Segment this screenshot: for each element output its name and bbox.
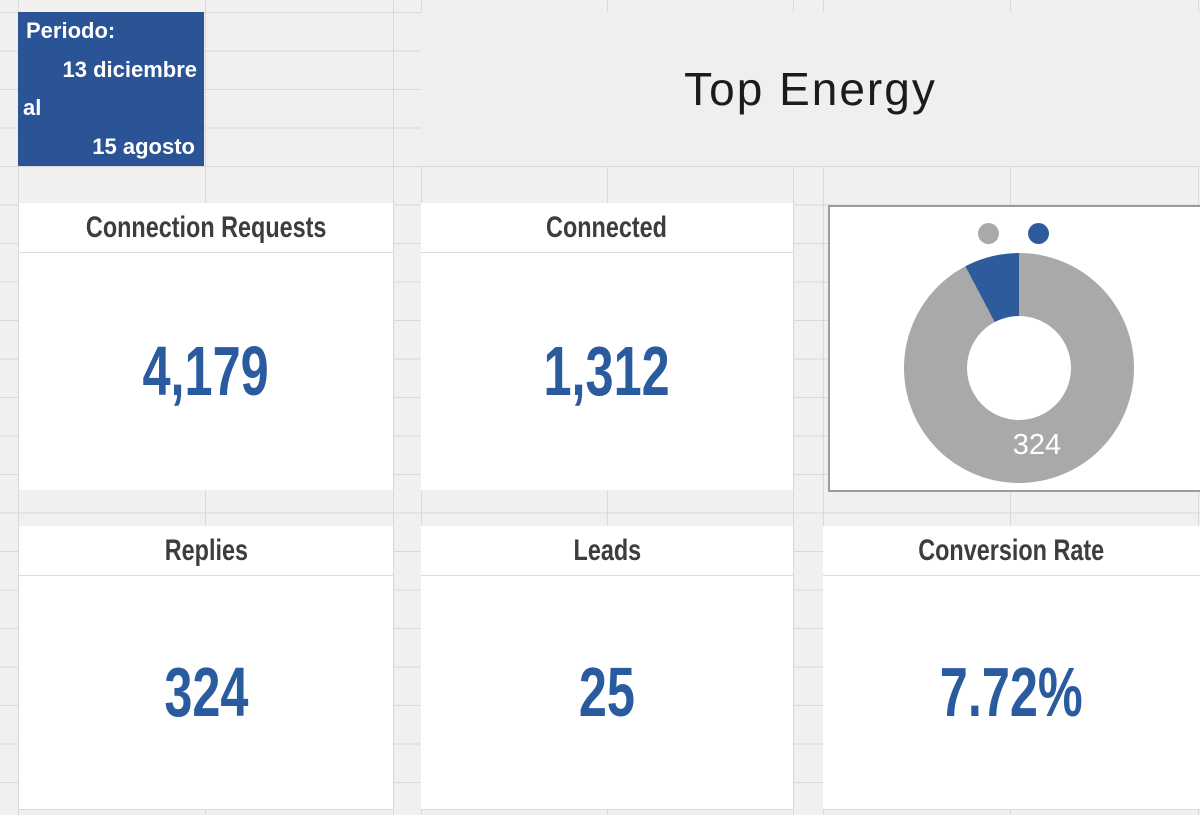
- title-banner: Top Energy: [421, 12, 1200, 166]
- replies-value: 324: [163, 653, 249, 731]
- conversion-rate-value: 7.72%: [940, 653, 1083, 731]
- gridline: [793, 0, 794, 815]
- card-connected: Connected 1,312: [421, 203, 793, 490]
- donut-chart-card: 324: [828, 205, 1200, 492]
- card-replies-body: 324: [19, 576, 393, 808]
- connection-requests-value: 4,179: [142, 332, 270, 410]
- period-box: Periodo: 13 diciembre al 15 agosto: [18, 12, 204, 166]
- card-connected-header: Connected: [421, 203, 793, 253]
- card-leads: Leads 25: [421, 526, 793, 810]
- card-conversion-rate-body: 7.72%: [823, 576, 1200, 808]
- card-conversion-rate: Conversion Rate 7.72%: [823, 526, 1200, 810]
- period-connector: al: [23, 95, 42, 121]
- period-title: Periodo:: [26, 18, 116, 44]
- gridline: [823, 0, 824, 815]
- legend-replies-dot-icon: [978, 223, 999, 244]
- gridline: [18, 0, 19, 815]
- card-leads-header: Leads: [421, 526, 793, 576]
- gridline: [393, 0, 394, 815]
- card-replies-header: Replies: [19, 526, 393, 576]
- card-connection-requests-body: 4,179: [19, 253, 393, 489]
- period-start-date: 13 diciembre: [62, 56, 197, 82]
- donut-center-label: 324: [1012, 429, 1062, 461]
- card-leads-body: 25: [421, 576, 793, 808]
- donut-ring: 324: [904, 253, 1134, 483]
- card-connection-requests-header: Connection Requests: [19, 203, 393, 253]
- page-title: Top Energy: [684, 63, 937, 115]
- card-connected-body: 1,312: [421, 253, 793, 489]
- connected-value: 1,312: [543, 332, 671, 410]
- leads-value: 25: [578, 653, 636, 731]
- card-replies-title: Replies: [164, 533, 248, 567]
- card-leads-title: Leads: [573, 533, 641, 567]
- legend-leads-dot-icon: [1028, 223, 1049, 244]
- card-replies: Replies 324: [19, 526, 393, 810]
- card-connection-requests: Connection Requests 4,179: [19, 203, 393, 490]
- donut-hole: [967, 316, 1071, 420]
- period-end-date: 15 agosto: [92, 133, 195, 159]
- card-conversion-rate-title: Conversion Rate: [918, 533, 1105, 567]
- card-conversion-rate-header: Conversion Rate: [823, 526, 1200, 576]
- card-connection-requests-title: Connection Requests: [85, 210, 327, 244]
- card-connected-title: Connected: [546, 210, 668, 244]
